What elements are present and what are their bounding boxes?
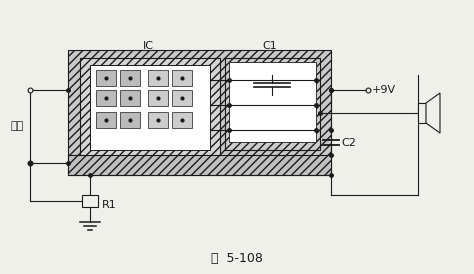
Bar [68, 50, 331, 175]
Bar [418, 103, 426, 123]
Bar [148, 112, 168, 128]
Bar [80, 58, 220, 158]
Text: IC: IC [143, 41, 154, 51]
Bar [120, 90, 140, 106]
Bar [96, 70, 116, 86]
Bar [90, 65, 210, 150]
Text: 输入: 输入 [11, 121, 24, 131]
Bar [82, 195, 98, 207]
Bar [96, 112, 116, 128]
Bar [120, 112, 140, 128]
Bar [172, 70, 192, 86]
Bar [172, 90, 192, 106]
Text: C2: C2 [341, 138, 356, 148]
Text: +9V: +9V [372, 85, 396, 95]
Bar [120, 70, 140, 86]
Bar [148, 70, 168, 86]
Polygon shape [426, 93, 440, 133]
Bar [172, 112, 192, 128]
Bar [225, 58, 320, 150]
Text: C1: C1 [263, 41, 277, 51]
Bar [148, 90, 168, 106]
Bar [68, 155, 331, 175]
Text: 图  5-108: 图 5-108 [211, 252, 263, 264]
Bar [96, 90, 116, 106]
Text: R1: R1 [102, 200, 117, 210]
Bar [229, 62, 316, 142]
